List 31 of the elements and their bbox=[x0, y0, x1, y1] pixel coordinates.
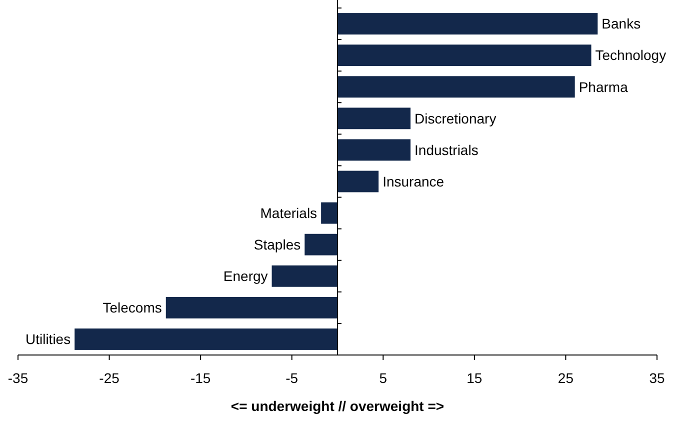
y-tick-label: Technology bbox=[595, 47, 666, 64]
x-tick-label: 35 bbox=[649, 370, 665, 386]
y-tick-label: Pharma bbox=[578, 78, 628, 95]
y-tick-label: Utilities bbox=[25, 331, 71, 348]
x-tick-label: -35 bbox=[8, 370, 28, 386]
bar bbox=[338, 170, 379, 192]
bar bbox=[338, 108, 411, 130]
bar bbox=[74, 328, 338, 350]
x-axis-title: <= underweight // overweight => bbox=[230, 398, 444, 414]
y-tick-label: Energy bbox=[223, 268, 268, 284]
bar bbox=[166, 296, 338, 318]
y-tick-label: Industrials bbox=[414, 142, 478, 158]
bar bbox=[338, 44, 592, 66]
bar bbox=[272, 265, 338, 287]
y-tick-label: Banks bbox=[602, 16, 641, 32]
bar bbox=[304, 234, 338, 256]
x-tick-label: -25 bbox=[99, 370, 120, 386]
bar bbox=[321, 202, 338, 224]
x-tick-label: -5 bbox=[286, 370, 298, 386]
bar bbox=[338, 76, 575, 98]
y-tick-label: Insurance bbox=[382, 173, 444, 190]
x-tick-label: 15 bbox=[466, 370, 482, 386]
x-tick-label: 5 bbox=[379, 370, 388, 386]
y-tick-label: Discretionary bbox=[414, 110, 496, 126]
x-tick-label: -15 bbox=[190, 370, 211, 386]
y-tick-label: Staples bbox=[254, 236, 301, 252]
y-tick-label: Materials bbox=[260, 204, 318, 221]
bar bbox=[338, 139, 411, 161]
y-tick-label: Telecoms bbox=[102, 300, 162, 316]
bar bbox=[338, 13, 598, 34]
x-tick-label: 25 bbox=[558, 370, 574, 386]
